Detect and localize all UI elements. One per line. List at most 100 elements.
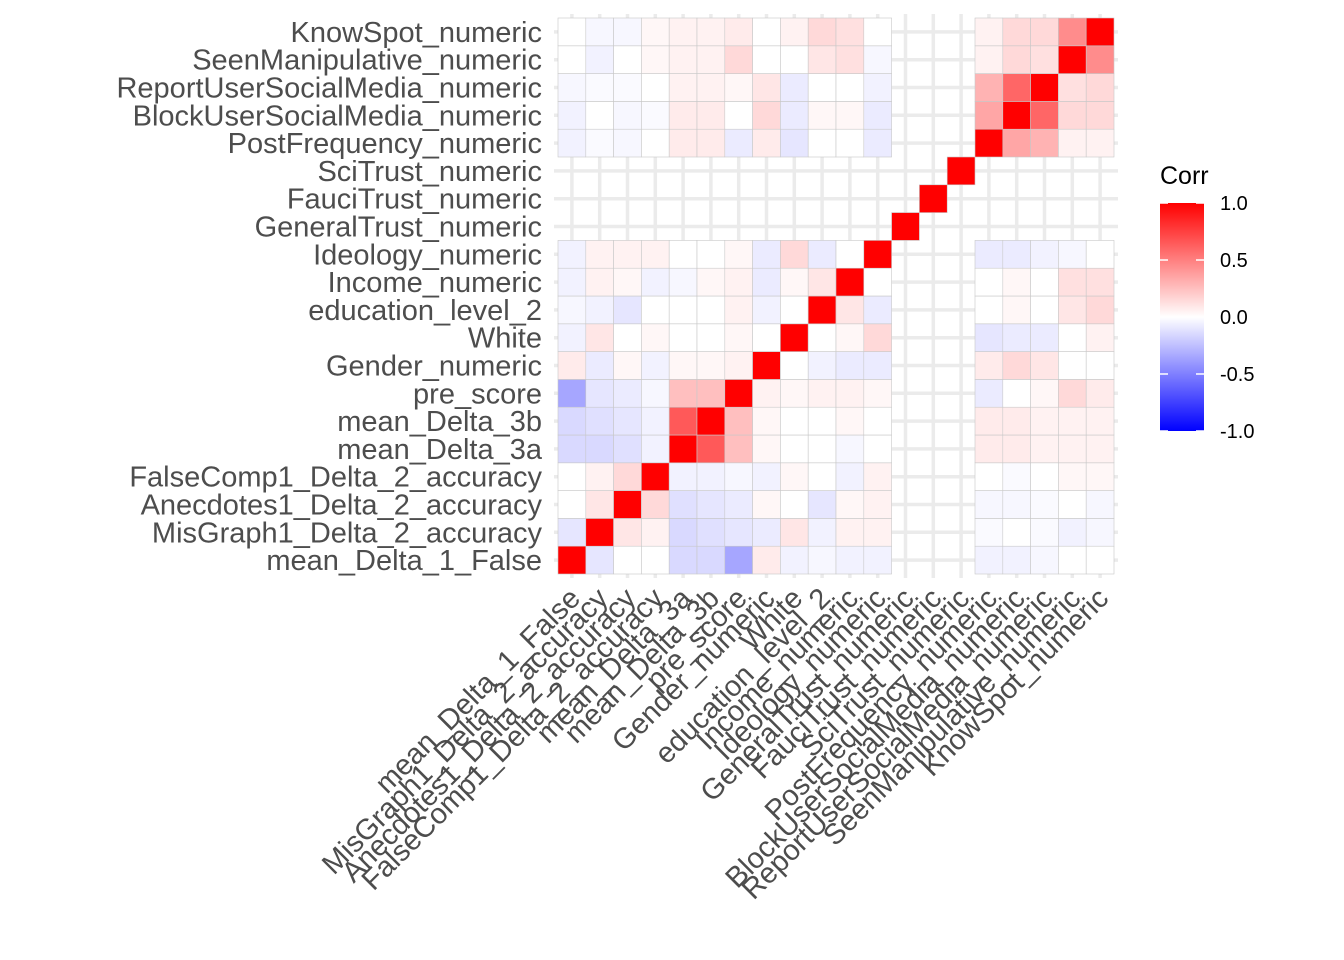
heatmap-cell [1058, 240, 1087, 269]
heatmap-cell [696, 323, 726, 352]
heatmap-cell [1058, 17, 1087, 47]
heatmap-cell [807, 73, 837, 102]
heatmap-cells [557, 17, 1115, 575]
heatmap-cell [780, 17, 809, 47]
heatmap-cell [835, 128, 865, 158]
heatmap-cell [1030, 490, 1059, 519]
heatmap-cell [641, 240, 670, 269]
x-tick-label: Anecdotes1_Delta_2_accuracy [336, 582, 643, 889]
heatmap-cell [835, 101, 865, 130]
heatmap-cell [1058, 101, 1087, 130]
heatmap-cell [1058, 518, 1087, 547]
heatmap-cell [1058, 351, 1087, 380]
heatmap-cell [696, 240, 726, 269]
heatmap-cell [613, 518, 642, 547]
heatmap-cell [1085, 323, 1115, 352]
heatmap-cell [752, 379, 781, 408]
heatmap-cell [613, 240, 642, 269]
heatmap-cell [835, 323, 865, 352]
heatmap-cell [557, 379, 587, 408]
heatmap-cell [974, 379, 1004, 408]
heatmap-cell [585, 490, 614, 519]
heatmap-cell [780, 518, 809, 547]
heatmap-cell [613, 73, 642, 102]
heatmap-cell [807, 379, 837, 408]
heatmap-cell [668, 545, 698, 575]
heatmap-cell [1002, 17, 1031, 47]
heatmap-cell [696, 73, 726, 102]
heatmap-cell [668, 295, 698, 325]
heatmap-cell [974, 267, 1004, 297]
heatmap-cell [835, 434, 865, 464]
legend-tick-label: 0.5 [1220, 250, 1248, 272]
heatmap-cell [780, 462, 809, 491]
heatmap-cell [780, 128, 809, 158]
heatmap-cell [974, 323, 1004, 352]
heatmap-cell [891, 212, 920, 241]
heatmap-cell [668, 379, 698, 408]
heatmap-cell [752, 295, 781, 325]
heatmap-cell [863, 295, 892, 325]
y-tick-label: BlockUserSocialMedia_numeric [133, 100, 542, 132]
heatmap-cell [974, 101, 1004, 130]
heatmap-cell [1085, 267, 1115, 297]
heatmap-cell [863, 406, 892, 436]
heatmap-cell [585, 17, 614, 47]
heatmap-cell [1002, 518, 1031, 547]
heatmap-cell [1002, 323, 1031, 352]
heatmap-cell [668, 73, 698, 102]
heatmap-cell [1058, 45, 1087, 74]
x-axis-labels: mean_Delta_1_FalseMisGraph1_Delta_2_accu… [316, 582, 1115, 906]
heatmap-cell [613, 406, 642, 436]
heatmap-cell [807, 351, 837, 380]
heatmap-cell [613, 45, 642, 74]
heatmap-cell [641, 73, 670, 102]
heatmap-cell [724, 323, 753, 352]
heatmap-cell [613, 17, 642, 47]
heatmap-cell [835, 267, 865, 297]
legend-title: Corr [1160, 162, 1209, 190]
y-tick-label: Gender_numeric [326, 351, 542, 383]
y-tick-label: FauciTrust_numeric [287, 184, 542, 216]
heatmap-cell [585, 73, 614, 102]
heatmap-cell [835, 240, 865, 269]
heatmap-cell [974, 73, 1004, 102]
heatmap-cell [1085, 545, 1115, 575]
heatmap-cell [557, 351, 587, 380]
heatmap-cell [807, 240, 837, 269]
heatmap-cell [724, 101, 753, 130]
heatmap-cell [752, 518, 781, 547]
heatmap-cell [724, 518, 753, 547]
heatmap-cell [1030, 240, 1059, 269]
heatmap-cell [668, 351, 698, 380]
heatmap-cell [1030, 545, 1059, 575]
heatmap-cell [557, 434, 587, 464]
heatmap-cell [807, 323, 837, 352]
heatmap-cell [780, 73, 809, 102]
heatmap-cell [1085, 518, 1115, 547]
heatmap-cell [724, 128, 753, 158]
y-tick-label: MisGraph1_Delta_2_accuracy [152, 517, 543, 549]
heatmap-cell [1002, 101, 1031, 130]
heatmap-cell [1085, 128, 1115, 158]
heatmap-cell [585, 434, 614, 464]
y-tick-label: KnowSpot_numeric [291, 17, 542, 49]
heatmap-cell [780, 45, 809, 74]
heatmap-cell [807, 490, 837, 519]
heatmap-cell [1030, 128, 1059, 158]
y-tick-label: education_level_2 [308, 295, 542, 327]
heatmap-cell [668, 434, 698, 464]
heatmap-cell [668, 406, 698, 436]
heatmap-cell [724, 45, 753, 74]
heatmap-cell [780, 267, 809, 297]
heatmap-cell [668, 323, 698, 352]
heatmap-cell [752, 545, 781, 575]
heatmap-cell [668, 17, 698, 47]
heatmap-cell [641, 379, 670, 408]
y-tick-label: mean_Delta_1_False [266, 545, 542, 577]
heatmap-cell [1030, 101, 1059, 130]
legend-tick-label: -1.0 [1220, 421, 1254, 443]
heatmap-cell [585, 240, 614, 269]
heatmap-cell [780, 490, 809, 519]
heatmap-cell [863, 240, 892, 269]
